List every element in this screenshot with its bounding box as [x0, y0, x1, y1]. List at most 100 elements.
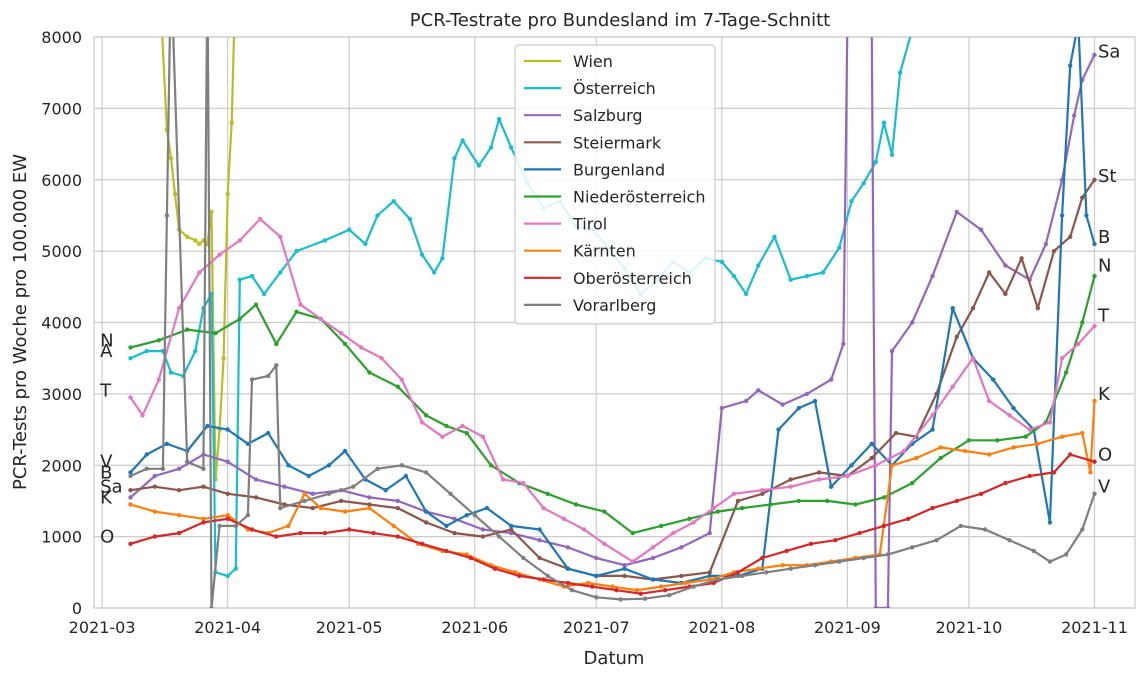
- data-point: [294, 248, 299, 254]
- data-point: [176, 530, 182, 536]
- data-point: [735, 498, 741, 504]
- data-point: [881, 523, 887, 529]
- data-point: [970, 356, 976, 361]
- data-point: [225, 191, 230, 197]
- data-point: [233, 523, 238, 529]
- data-point: [590, 584, 595, 589]
- start-label: N: [100, 330, 113, 351]
- data-point: [711, 505, 716, 511]
- data-point: [152, 534, 157, 539]
- axis-ticks: 0 1000 2000 3000 4000 5000 6000 7000 8000 2021-03…: [41, 28, 1128, 637]
- data-point: [987, 452, 992, 457]
- data-point: [496, 534, 502, 539]
- data-point: [359, 345, 364, 350]
- data-point: [841, 341, 846, 347]
- data-point: [1023, 434, 1028, 439]
- data-point: [164, 213, 170, 218]
- data-point: [185, 327, 190, 332]
- data-point: [829, 377, 834, 382]
- data-point: [468, 555, 473, 561]
- y-tick-label: 6000: [41, 171, 82, 190]
- data-point: [1027, 473, 1032, 479]
- data-point: [687, 516, 692, 521]
- data-point: [347, 527, 352, 532]
- data-point: [266, 430, 271, 436]
- data-point: [201, 516, 206, 521]
- data-point: [326, 491, 332, 496]
- data-point: [910, 545, 915, 550]
- start-label: V: [100, 452, 113, 473]
- data-point: [954, 498, 959, 504]
- data-point: [683, 580, 688, 586]
- data-point: [764, 570, 769, 575]
- data-point: [282, 484, 287, 489]
- data-point: [197, 241, 202, 247]
- data-point: [156, 338, 161, 343]
- data-point: [930, 505, 935, 511]
- data-point: [938, 445, 943, 450]
- x-tick-label: 2021-08: [688, 618, 755, 637]
- data-point: [440, 256, 445, 261]
- data-point: [1092, 177, 1097, 182]
- data-point: [395, 534, 400, 539]
- data-point: [780, 402, 785, 407]
- data-point: [934, 538, 939, 543]
- data-point: [1051, 470, 1057, 475]
- data-point: [630, 530, 635, 536]
- data-point: [379, 356, 384, 361]
- data-point: [278, 270, 283, 275]
- data-point: [375, 466, 380, 471]
- data-point: [423, 470, 429, 475]
- data-point: [760, 491, 765, 496]
- data-point: [294, 309, 299, 314]
- data-point: [642, 596, 648, 601]
- data-point: [338, 331, 344, 336]
- x-tick-label: 2021-04: [194, 618, 261, 637]
- data-point: [225, 516, 230, 521]
- data-point: [991, 377, 996, 382]
- data-point: [185, 459, 190, 464]
- data-point: [176, 488, 182, 493]
- data-point: [1059, 356, 1065, 361]
- y-tick-label: 3000: [41, 385, 82, 404]
- data-point: [237, 238, 242, 243]
- data-point: [930, 427, 935, 432]
- data-point: [464, 430, 469, 436]
- data-point: [521, 480, 526, 486]
- data-point: [978, 491, 984, 496]
- data-point: [1035, 441, 1041, 446]
- data-point: [484, 505, 490, 511]
- data-point: [399, 377, 404, 382]
- data-point: [448, 491, 453, 496]
- data-point: [869, 455, 874, 461]
- data-point: [910, 320, 915, 325]
- data-point: [987, 270, 992, 275]
- data-point: [837, 245, 842, 250]
- data-point: [245, 513, 251, 518]
- data-point: [261, 291, 267, 297]
- data-point: [837, 559, 842, 564]
- data-point: [1011, 445, 1016, 450]
- legend-label: Niederösterreich: [573, 188, 705, 207]
- start-label: A: [100, 341, 113, 362]
- data-point: [634, 588, 639, 593]
- data-point: [517, 573, 522, 579]
- data-point: [253, 477, 259, 482]
- data-point: [719, 405, 724, 411]
- data-point: [444, 548, 449, 554]
- y-tick-label: 0: [72, 599, 82, 618]
- data-point: [760, 555, 765, 561]
- data-point: [569, 588, 575, 593]
- data-point: [537, 538, 542, 543]
- data-point: [509, 145, 514, 150]
- data-point: [128, 356, 133, 361]
- data-point: [816, 470, 822, 475]
- data-point: [796, 498, 801, 504]
- data-point: [1092, 323, 1097, 329]
- data-point: [1031, 548, 1036, 554]
- data-point: [521, 555, 526, 561]
- data-point: [1092, 273, 1097, 279]
- data-point: [812, 563, 818, 568]
- data-point: [849, 199, 854, 204]
